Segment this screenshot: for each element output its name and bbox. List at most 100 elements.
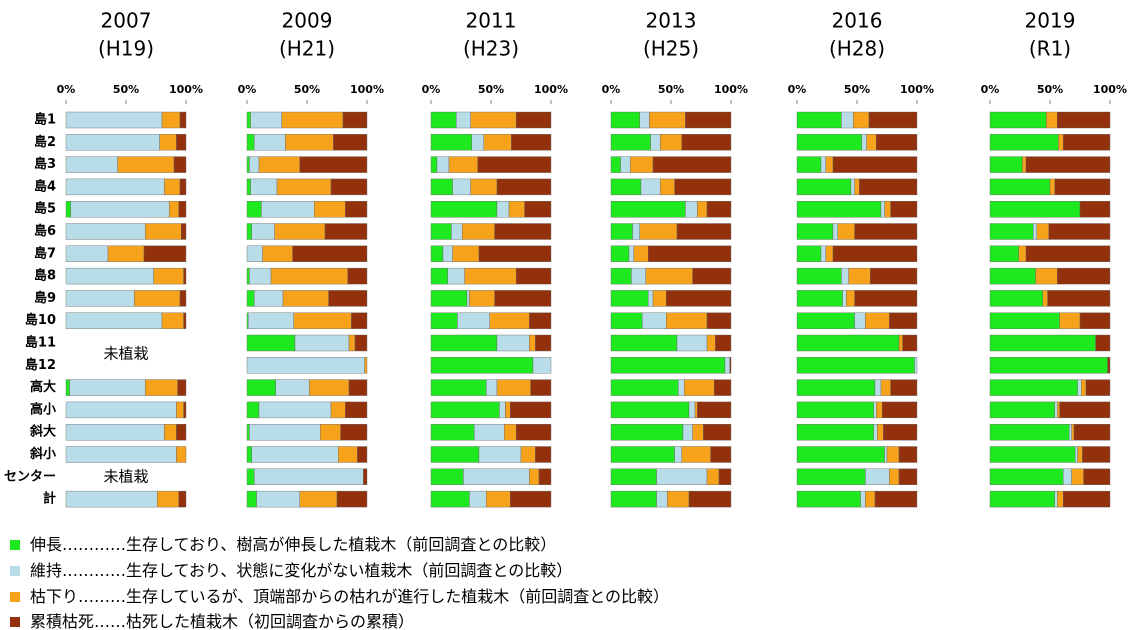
bar-segment xyxy=(164,178,181,196)
bar-segment xyxy=(1049,178,1055,196)
bar-segment xyxy=(524,200,552,218)
bar-segment xyxy=(890,200,918,218)
bar-segment xyxy=(681,134,732,151)
bar-segment xyxy=(65,424,165,441)
bar-segment xyxy=(868,111,918,129)
bar-segment xyxy=(796,200,882,218)
bar-segment xyxy=(1025,156,1111,173)
bar-segment xyxy=(820,156,826,173)
bar-segment xyxy=(483,134,512,151)
bar-segment xyxy=(880,200,885,218)
bar-segment xyxy=(246,401,260,419)
bar-segment xyxy=(357,446,368,463)
bar-segment xyxy=(854,223,918,240)
bar-segment xyxy=(178,200,187,218)
bar-segment xyxy=(246,379,276,396)
bar-segment xyxy=(436,156,450,173)
category-label: 島1 xyxy=(34,112,56,128)
bar-segment xyxy=(666,290,732,307)
bar-segment xyxy=(796,334,900,352)
x-tick-label: 50% xyxy=(294,83,320,96)
category-label: 高大 xyxy=(30,379,56,395)
bar-segment xyxy=(65,490,158,508)
bar-segment xyxy=(477,156,552,173)
bar-segment xyxy=(796,223,834,240)
category-label: 島4 xyxy=(34,178,56,194)
bar-segment xyxy=(144,223,182,240)
bar-segment xyxy=(854,290,918,307)
bar-segment xyxy=(846,290,855,307)
bar-segment xyxy=(674,446,682,463)
bar-segment xyxy=(676,334,708,352)
x-tick-label: 50% xyxy=(844,83,870,96)
x-tick-label: 0% xyxy=(422,83,441,96)
bar-segment xyxy=(876,401,883,419)
bar-segment xyxy=(1068,424,1072,441)
bar-segment xyxy=(796,178,852,196)
bar-segment xyxy=(989,200,1081,218)
bar-segment xyxy=(246,178,251,196)
bar-segment xyxy=(889,312,918,329)
bar-segment xyxy=(1056,401,1060,419)
bar-segment xyxy=(1048,223,1111,240)
bar-segment xyxy=(478,245,552,263)
bar-segment xyxy=(471,134,484,151)
bar-segment xyxy=(610,490,657,508)
bar-segment xyxy=(715,334,732,352)
bar-segment xyxy=(256,490,301,508)
legend-description: ………生存しているが、頂端部からの枯れが進行した植栽木（前回調査との比較） xyxy=(78,587,669,606)
bar-segment xyxy=(676,223,732,240)
bar-segment xyxy=(706,200,732,218)
bar-segment xyxy=(529,468,540,485)
category-label: 島12 xyxy=(25,357,56,373)
bar-segment xyxy=(884,446,888,463)
bar-segment xyxy=(610,290,649,307)
bar-segment xyxy=(65,245,109,263)
bar-segment xyxy=(430,468,464,485)
panel-subtitle: (H21) xyxy=(279,37,335,61)
bar-segment xyxy=(451,223,463,240)
bar-segment xyxy=(859,178,918,196)
bar-segment xyxy=(246,267,250,285)
bar-segment xyxy=(630,156,654,173)
panel-subtitle: (H28) xyxy=(829,37,885,61)
bar-segment xyxy=(874,379,882,396)
bar-segment xyxy=(486,490,511,508)
panel-subtitle: (H25) xyxy=(643,37,699,61)
bar-segment xyxy=(246,223,253,240)
bar-segment xyxy=(505,401,511,419)
bar-segment xyxy=(648,290,654,307)
bar-segment xyxy=(682,424,693,441)
bar-segment xyxy=(610,111,640,129)
bar-segment xyxy=(486,379,498,396)
bar-segment xyxy=(448,156,478,173)
bar-segment xyxy=(328,290,368,307)
bar-segment xyxy=(706,312,732,329)
category-label: 島5 xyxy=(34,201,56,217)
bar-segment xyxy=(430,424,475,441)
bar-segment xyxy=(179,178,187,196)
bar-segment xyxy=(246,446,253,463)
panel-title: 2019 xyxy=(1025,9,1076,33)
bar-segment xyxy=(1035,267,1058,285)
x-tick-label: 100% xyxy=(350,83,384,96)
legend-name: 維持 xyxy=(30,561,62,580)
bar-segment xyxy=(285,134,334,151)
legend-description: …………生存しており、状態に変化がない植栽木（前回調査との比較） xyxy=(62,561,572,580)
bar-segment xyxy=(117,156,175,173)
category-label: 島11 xyxy=(25,335,56,351)
bar-segment xyxy=(314,200,346,218)
bar-segment xyxy=(250,178,278,196)
legend-name: 伸長 xyxy=(30,535,62,554)
bar-segment xyxy=(336,490,368,508)
bar-segment xyxy=(796,424,875,441)
bar-segment xyxy=(832,156,918,173)
bar-segment xyxy=(610,424,684,441)
bar-segment xyxy=(1059,401,1111,419)
bar-segment xyxy=(989,290,1043,307)
bar-segment xyxy=(989,468,1064,485)
bar-segment xyxy=(870,267,918,285)
bar-segment xyxy=(853,111,870,129)
bar-segment xyxy=(246,357,365,374)
bar-segment xyxy=(292,245,368,263)
